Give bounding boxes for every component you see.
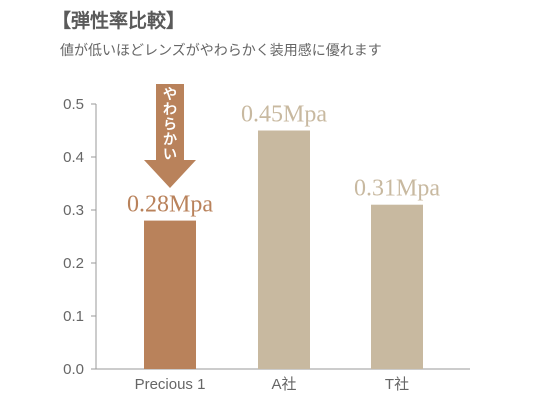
bar [144, 220, 196, 369]
softer-arrow-icon [144, 84, 196, 188]
y-tick-label: 0.4 [63, 149, 84, 166]
y-tick-label: 0.3 [63, 202, 84, 219]
category-label: A社 [271, 376, 296, 393]
data-label: 0.45Mpa [241, 102, 327, 128]
y-tick-label: 0.5 [63, 96, 84, 113]
data-label: 0.28Mpa [127, 192, 213, 218]
chart-subtitle: 値が低いほどレンズがやわらかく装用感に優れます [60, 43, 382, 59]
bar [258, 130, 310, 369]
y-tick-label: 0.2 [63, 255, 84, 272]
y-tick-label: 0.0 [63, 361, 84, 378]
bar [371, 204, 423, 369]
chart-title: 【弾性率比較】 [52, 10, 186, 32]
category-label: Precious 1 [135, 376, 206, 393]
arrow-label: やわらかい [163, 87, 177, 163]
category-label: T社 [385, 376, 409, 393]
y-tick-label: 0.1 [63, 308, 84, 325]
data-label: 0.31Mpa [354, 176, 440, 202]
